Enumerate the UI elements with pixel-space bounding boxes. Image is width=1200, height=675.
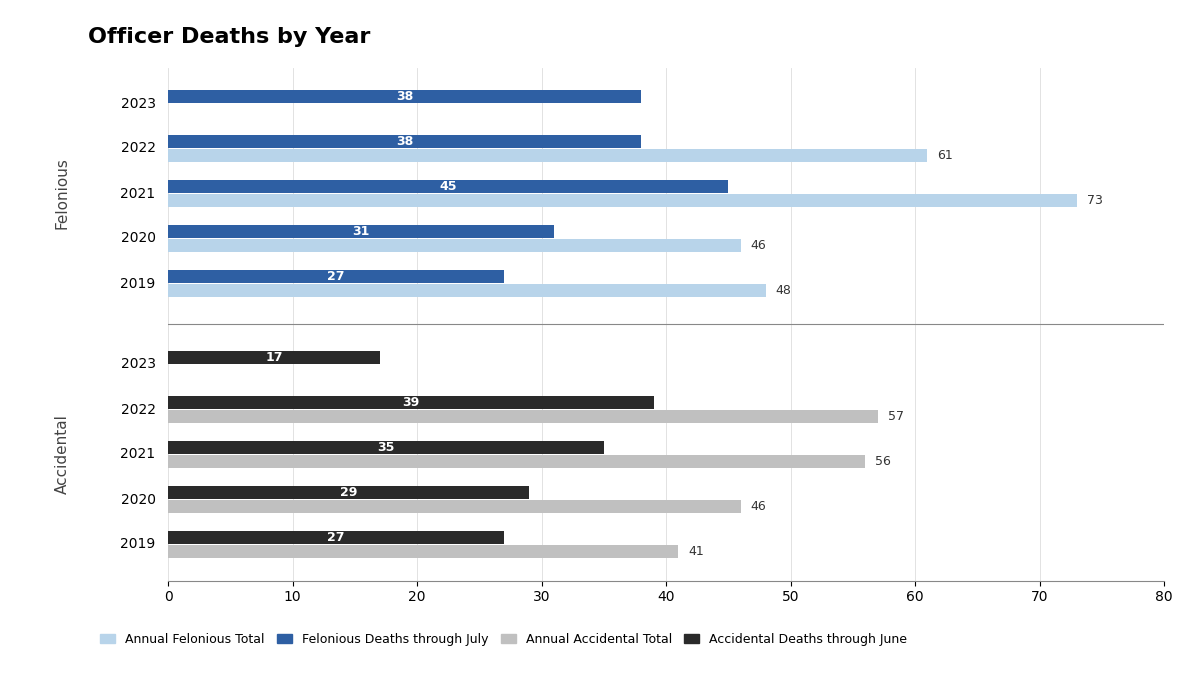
Bar (168, 284, 766, 296)
Text: 46: 46 (751, 500, 767, 513)
Text: Accidental: Accidental (55, 414, 70, 494)
Text: 39: 39 (402, 396, 420, 409)
Text: 31: 31 (353, 225, 370, 238)
Text: 2020: 2020 (120, 493, 156, 506)
Bar (168, 455, 865, 468)
Bar (168, 545, 678, 558)
Bar (168, 352, 379, 364)
Text: 73: 73 (1087, 194, 1103, 207)
Bar (168, 225, 554, 238)
Bar (168, 396, 654, 409)
Bar (168, 500, 740, 512)
Text: 57: 57 (888, 410, 904, 423)
Text: 46: 46 (751, 239, 767, 252)
Text: 41: 41 (689, 545, 704, 558)
Bar (168, 90, 641, 103)
Text: 56: 56 (875, 455, 892, 468)
Text: 2022: 2022 (120, 142, 156, 155)
Text: 48: 48 (775, 284, 792, 297)
Bar (168, 136, 641, 148)
Bar (168, 239, 740, 252)
Bar (168, 410, 877, 423)
Text: 27: 27 (328, 270, 344, 284)
Text: 2023: 2023 (120, 97, 156, 111)
Bar (168, 487, 529, 499)
Bar (168, 531, 504, 544)
Bar (168, 180, 728, 193)
Text: 27: 27 (328, 531, 344, 544)
Text: 2020: 2020 (120, 232, 156, 246)
Text: 2021: 2021 (120, 186, 156, 200)
Text: 38: 38 (396, 135, 413, 148)
Text: 61: 61 (937, 148, 953, 162)
Text: 38: 38 (396, 90, 413, 103)
Text: Felonious: Felonious (55, 157, 70, 230)
Text: 45: 45 (439, 180, 457, 193)
Text: 17: 17 (265, 351, 282, 364)
Bar (168, 194, 1076, 207)
Text: 2019: 2019 (120, 277, 156, 290)
Text: 35: 35 (377, 441, 395, 454)
Text: 2023: 2023 (120, 358, 156, 371)
Bar (168, 441, 604, 454)
Text: 2019: 2019 (120, 537, 156, 551)
Bar (168, 149, 928, 161)
Legend: Annual Felonious Total, Felonious Deaths through July, Annual Accidental Total, : Annual Felonious Total, Felonious Deaths… (95, 628, 912, 651)
Text: 29: 29 (340, 486, 358, 500)
Text: 2022: 2022 (120, 402, 156, 416)
Text: Officer Deaths by Year: Officer Deaths by Year (89, 27, 371, 47)
Text: 2021: 2021 (120, 448, 156, 462)
Bar (168, 271, 504, 283)
